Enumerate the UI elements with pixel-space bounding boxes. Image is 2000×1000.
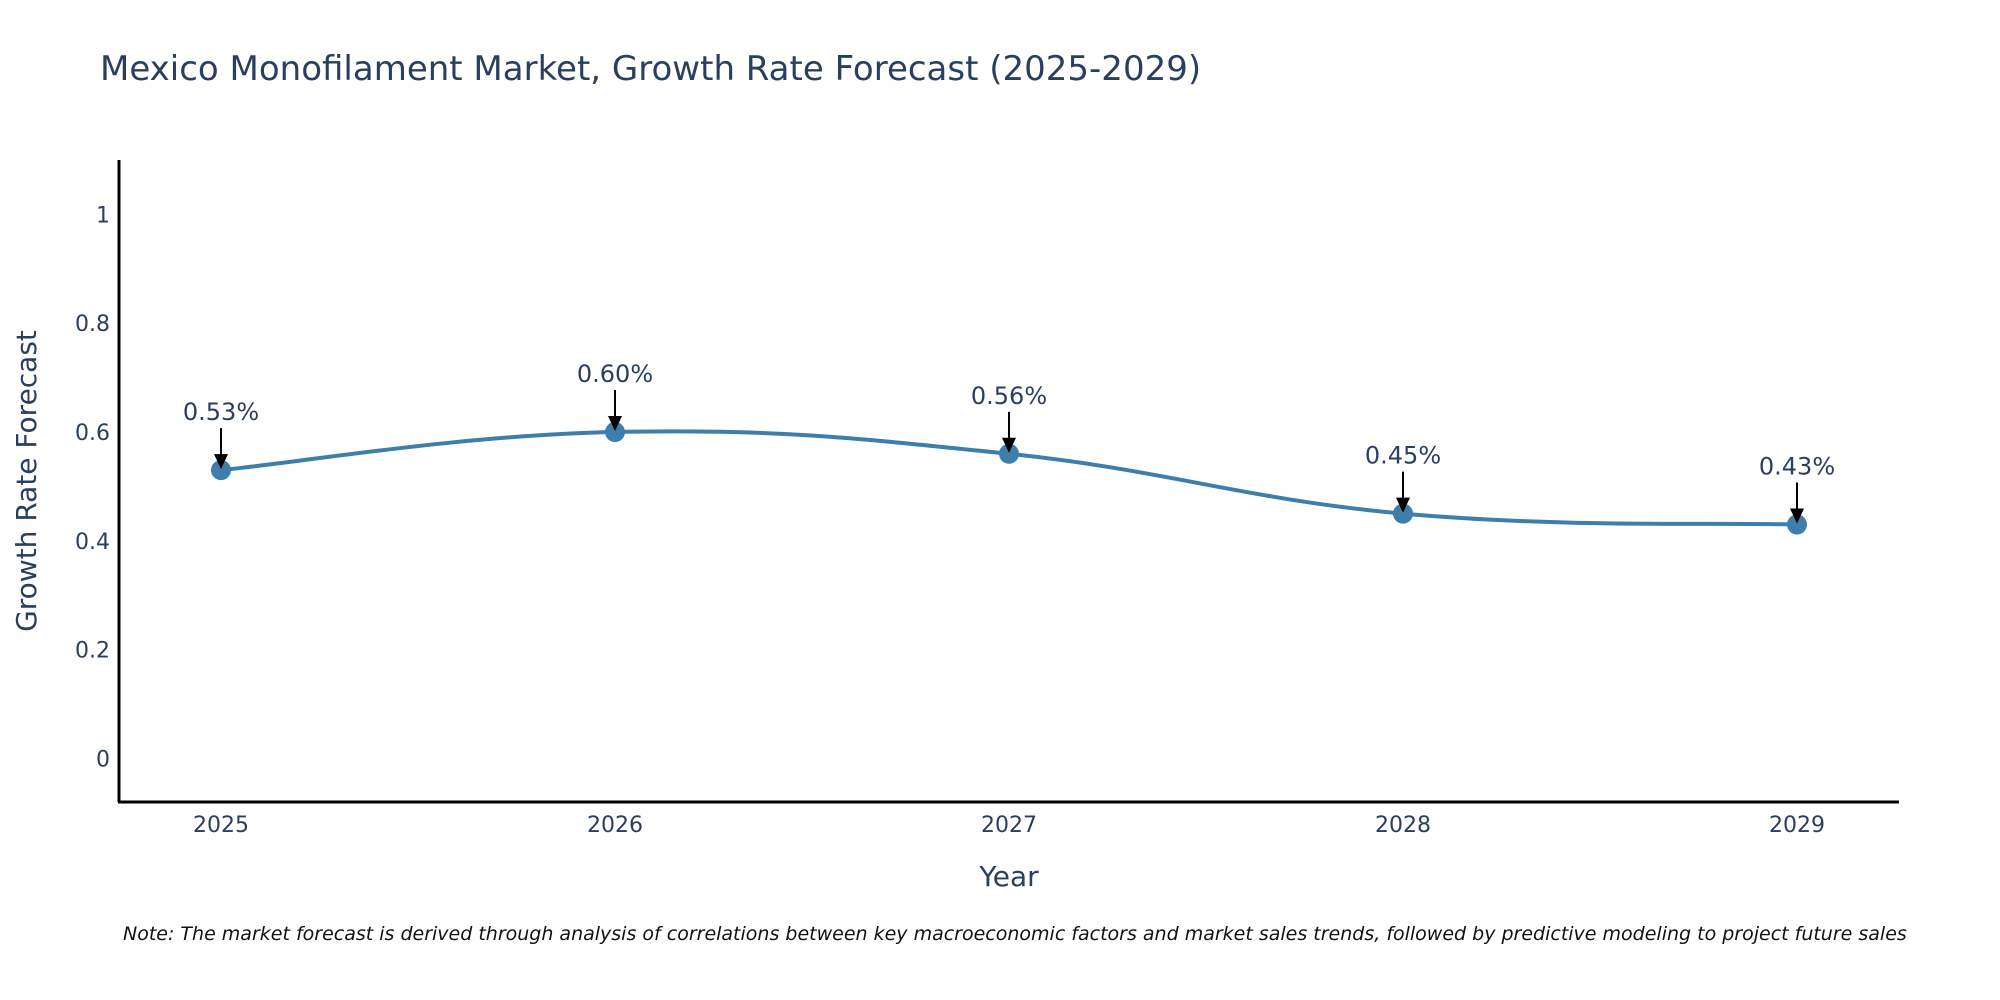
data-point-marker [1787, 514, 1807, 535]
marker-group [211, 422, 1807, 535]
annotation-arrow-head [214, 454, 228, 470]
annotation-arrow-head [1002, 437, 1016, 453]
x-tick-label: 2026 [587, 813, 643, 838]
x-axis-title: Year [978, 860, 1039, 893]
annotation-arrow-head [608, 416, 622, 432]
y-tick-label: 1 [96, 203, 110, 228]
y-tick-group: 0 0.2 0.4 0.6 0.8 1 [75, 203, 110, 772]
y-tick-label: 0.4 [75, 530, 110, 555]
y-tick-label: 0.8 [75, 312, 110, 337]
axes [117, 160, 1899, 804]
data-label: 0.56% [971, 382, 1047, 410]
x-tick-label: 2025 [193, 813, 249, 838]
y-axis-title: Growth Rate Forecast [10, 330, 43, 632]
y-tick-label: 0.6 [75, 421, 110, 446]
annotation-arrow-head [1790, 508, 1804, 524]
data-point-marker [1393, 503, 1413, 524]
chart-note: Note: The market forecast is derived thr… [123, 923, 1907, 945]
data-label: 0.45% [1365, 442, 1441, 470]
data-point-marker [999, 443, 1019, 464]
annotation-group: 0.53% 0.60% 0.56% 0.45% 0.43% [183, 360, 1835, 524]
chart-title: Mexico Monofilament Market, Growth Rate … [100, 49, 1201, 89]
x-tick-group: 2025 2026 2027 2028 2029 [193, 813, 1825, 838]
y-tick-label: 0.2 [75, 639, 110, 664]
data-point-marker [605, 422, 625, 443]
x-tick-label: 2029 [1769, 813, 1825, 838]
data-label: 0.60% [577, 360, 653, 388]
data-point-marker [211, 460, 231, 481]
data-label: 0.53% [183, 398, 259, 426]
data-label: 0.43% [1759, 453, 1835, 481]
annotation-arrow-head [1396, 497, 1410, 513]
y-tick-label: 0 [96, 747, 110, 772]
x-tick-label: 2028 [1375, 813, 1431, 838]
x-tick-label: 2027 [981, 813, 1037, 838]
